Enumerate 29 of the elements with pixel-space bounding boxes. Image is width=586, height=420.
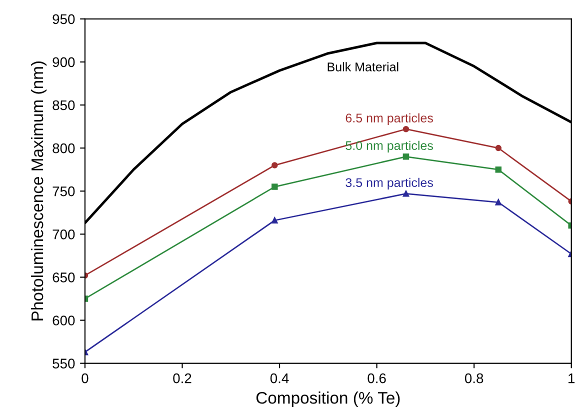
y-tick-label: 750 [52, 186, 75, 196]
x-tick-label: 0.8 [464, 373, 484, 384]
series-label: 6.5 nm particles [346, 113, 433, 125]
point [272, 184, 278, 190]
y-tick-label: 850 [52, 100, 75, 110]
series-label: 3.5 nm particles [346, 178, 433, 190]
x-tick-label: 0.6 [368, 373, 386, 384]
x-tick-label: 1 [568, 374, 575, 384]
y-tick-label: 900 [52, 57, 75, 68]
point [495, 166, 502, 173]
point [495, 199, 502, 206]
point [402, 190, 410, 197]
point [402, 154, 410, 160]
y-axis-title: Photoluminescence Maximum (nm) [30, 62, 47, 320]
x-tick-label: 0.4 [270, 373, 289, 384]
point [495, 144, 502, 152]
y-tick-label: 550 [52, 358, 75, 368]
y-tick-label: 600 [52, 316, 75, 326]
x-axis-title: Composition (% Te) [256, 392, 400, 408]
series-label: Bulk Material [328, 62, 398, 72]
y-tick-label: 700 [52, 229, 75, 240]
x-tick-label: 0.2 [173, 373, 192, 384]
y-tick-label: 800 [52, 143, 75, 154]
point [402, 126, 410, 132]
point [272, 162, 278, 168]
y-tick-label: 950 [52, 14, 75, 24]
y-tick-label: 650 [52, 272, 75, 282]
x-tick-label: 0 [82, 373, 88, 384]
series-label: 5.0 nm particles [346, 140, 433, 152]
